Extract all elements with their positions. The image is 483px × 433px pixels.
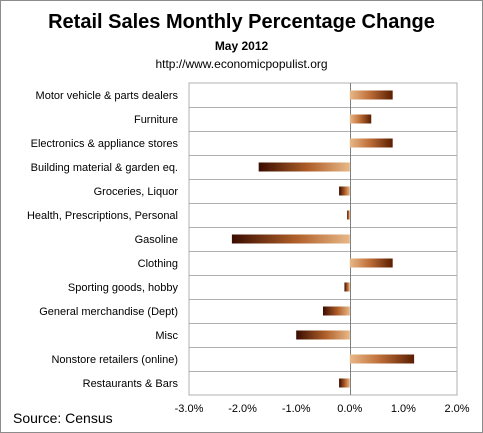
category-label: Health, Prescriptions, Personal: [27, 210, 178, 222]
tick-label: 0.0%: [337, 403, 362, 415]
bar: [339, 378, 350, 388]
category-label: Sporting goods, hobby: [68, 282, 179, 294]
bar: [344, 282, 350, 292]
category-labels: Motor vehicle & parts dealers Furniture El…: [27, 90, 179, 390]
tick-label: 2.0%: [444, 403, 469, 415]
bars: [231, 90, 415, 388]
bar: [349, 90, 393, 100]
source-note: Source: Census: [13, 410, 113, 426]
bar: [349, 354, 415, 364]
bar: [347, 210, 350, 220]
category-label: Building material & garden eq.: [31, 162, 178, 174]
category-label: Misc: [155, 330, 178, 342]
tick-label: -2.0%: [228, 403, 257, 415]
bar: [323, 306, 350, 316]
chart-url: http://www.economicpopulist.org: [155, 57, 328, 71]
category-label: Nonstore retailers (online): [51, 354, 178, 366]
x-axis-ticks: -3.0% -2.0% -1.0% 0.0% 1.0% 2.0%: [175, 403, 470, 415]
category-label: Furniture: [134, 114, 178, 126]
bar: [349, 138, 393, 148]
bar: [349, 114, 372, 124]
grid-lines: [188, 82, 458, 396]
category-label: Groceries, Liquor: [94, 186, 179, 198]
category-label: Motor vehicle & parts dealers: [36, 90, 179, 102]
category-label: General merchandise (Dept): [39, 306, 178, 318]
category-label: Electronics & appliance stores: [31, 138, 179, 150]
bar: [296, 330, 350, 340]
chart-subtitle: May 2012: [214, 39, 269, 53]
bar: [231, 234, 350, 244]
category-label: Restaurants & Bars: [83, 378, 179, 390]
tick-label: -1.0%: [282, 403, 311, 415]
category-label: Gasoline: [135, 234, 178, 246]
category-label: Clothing: [138, 258, 178, 270]
bar: [258, 162, 350, 172]
chart-title: Retail Sales Monthly Percentage Change: [48, 11, 435, 33]
bar: [339, 186, 350, 196]
tick-label: 1.0%: [391, 403, 416, 415]
bar: [349, 258, 393, 268]
tick-label: -3.0%: [175, 403, 204, 415]
plot-border: [188, 82, 458, 396]
